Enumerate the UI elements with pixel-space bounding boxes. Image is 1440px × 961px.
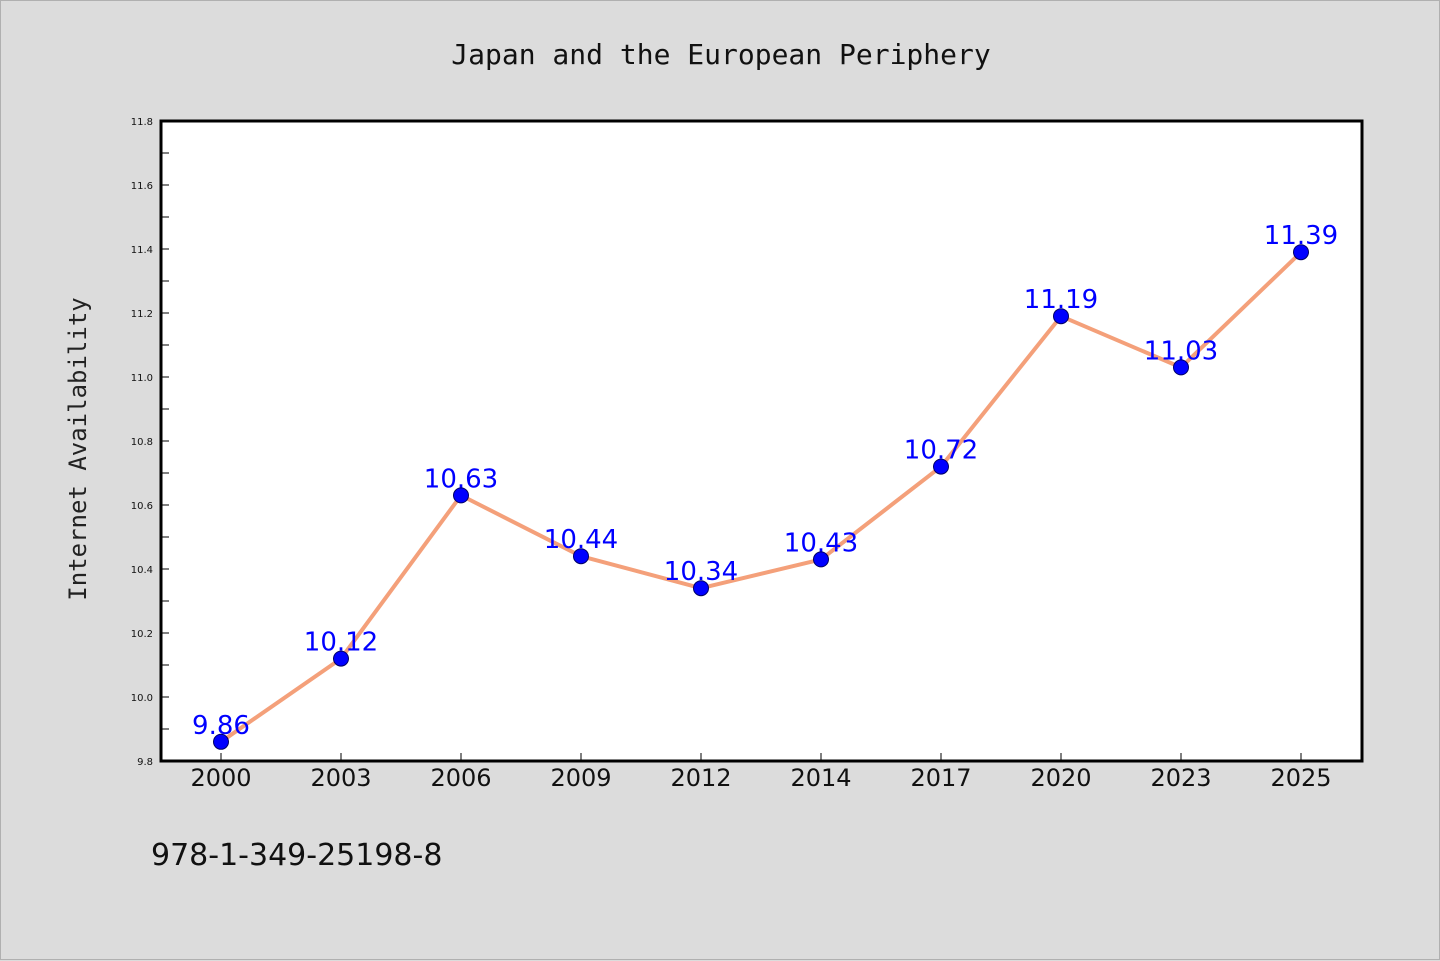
data-point [693,580,709,597]
data-point [213,733,229,750]
x-tick-label: 2014 [790,764,851,792]
x-tick-label: 2009 [550,764,611,792]
y-tick-label: 9.8 [137,757,153,768]
plot-area [159,119,1364,763]
x-tick-label: 2025 [1270,764,1331,792]
data-label: 11.39 [1264,221,1338,251]
y-tick-label: 11.4 [131,245,153,256]
data-label: 10.12 [304,628,378,658]
data-label: 10.63 [424,464,498,494]
y-tick-label: 11.0 [131,373,153,384]
x-tick-label: 2006 [430,764,491,792]
data-label: 9.86 [192,711,250,741]
y-tick-label: 10.8 [131,437,153,448]
data-point [813,551,829,568]
y-tick-label: 11.2 [131,309,153,320]
x-tick-label: 2012 [670,764,731,792]
series-layer: 9.86 10.12 10.63 10.44 10.34 10.43 10.72 11.19 1… [192,221,1338,750]
series-line [219,250,1303,744]
x-axis-ticks: 2000 2003 2006 2009 2012 2014 2017 2020 2023 2025 [190,753,1332,792]
data-point [1173,359,1189,376]
data-label: 11.19 [1024,285,1098,315]
x-tick-label: 2023 [1150,764,1211,792]
y-tick-label: 10.0 [131,693,153,704]
y-axis-ticks: 9.8 10.0 10.2 10.4 10.6 10.8 11.0 11.2 11.4 11.6 1… [131,117,169,768]
data-point [1293,244,1309,261]
data-label: 10.34 [664,557,738,587]
x-tick-label: 2017 [910,764,971,792]
data-label: 10.44 [544,525,618,555]
y-axis-label: Internet Availability [64,297,92,600]
data-label: 10.43 [784,528,858,558]
data-label: 11.03 [1144,336,1218,366]
y-tick-label: 11.6 [131,181,153,192]
data-point [1053,308,1069,325]
data-point [933,458,949,475]
y-tick-label: 11.8 [131,117,153,128]
x-tick-label: 2000 [190,764,251,792]
data-point [453,487,469,504]
chart-title: Japan and the European Periphery [451,38,990,71]
x-tick-label: 2020 [1030,764,1091,792]
y-tick-label: 10.6 [131,501,153,512]
y-tick-label: 10.4 [131,565,153,576]
data-point [573,548,589,565]
data-point [333,650,349,667]
y-tick-label: 10.2 [131,629,153,640]
isbn-text: 978-1-349-25198-8 [151,838,442,873]
x-tick-label: 2003 [310,764,371,792]
data-label: 10.72 [904,436,978,466]
